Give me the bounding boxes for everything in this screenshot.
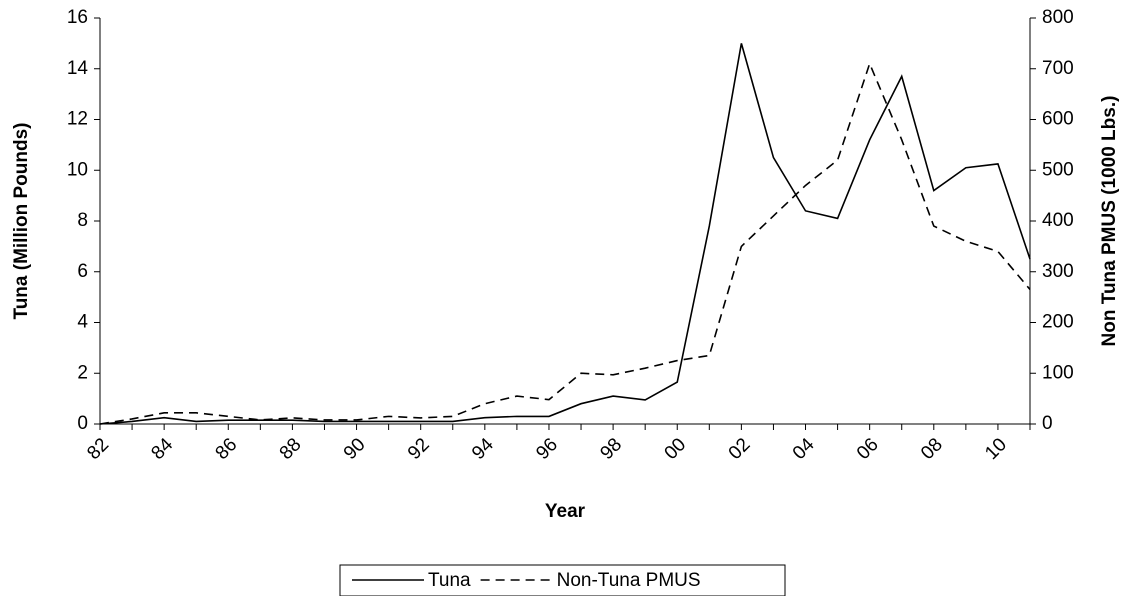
y2-axis-title: Non Tuna PMUS (1000 Lbs.) <box>1099 96 1120 347</box>
x-tick-label: 88 <box>276 434 306 464</box>
x-tick-label: 86 <box>212 434 242 464</box>
y-tick-label: 8 <box>77 210 88 231</box>
x-tick-label: 06 <box>853 434 883 464</box>
x-tick-label: 10 <box>981 434 1011 464</box>
x-tick-label: 00 <box>661 434 691 464</box>
x-tick-label: 82 <box>83 434 113 464</box>
x-tick-label: 84 <box>147 434 177 464</box>
y-tick-label: 2 <box>77 362 88 383</box>
x-tick-label: 92 <box>404 434 434 464</box>
y-tick-label: 16 <box>67 7 88 28</box>
x-tick-label: 98 <box>596 434 626 464</box>
y2-tick-label: 400 <box>1042 210 1074 231</box>
y2-tick-label: 600 <box>1042 109 1074 130</box>
y-tick-label: 0 <box>77 413 88 434</box>
y-axis-title: Tuna (Million Pounds) <box>11 122 32 319</box>
y2-tick-label: 300 <box>1042 261 1074 282</box>
y2-tick-label: 100 <box>1042 362 1074 383</box>
line-series <box>99 43 1031 425</box>
x-axis-title: Year <box>545 501 586 522</box>
y2-tick-label: 700 <box>1042 58 1074 79</box>
y-tick-label: 10 <box>67 159 88 180</box>
line-series <box>99 61 1031 425</box>
x-tick-label: 04 <box>789 434 819 464</box>
y-tick-label: 14 <box>67 58 89 79</box>
y-tick-label: 12 <box>67 109 88 130</box>
y2-tick-label: 800 <box>1042 7 1074 28</box>
y2-tick-label: 0 <box>1042 413 1053 434</box>
y-tick-label: 4 <box>77 312 88 333</box>
y2-tick-label: 500 <box>1042 159 1074 180</box>
x-tick-label: 94 <box>468 434 498 464</box>
y2-tick-label: 200 <box>1042 312 1074 333</box>
x-tick-label: 08 <box>917 434 947 464</box>
x-tick-label: 96 <box>532 434 562 464</box>
x-tick-label: 90 <box>340 434 370 464</box>
legend-label: Tuna <box>428 570 471 591</box>
x-tick-label: 02 <box>725 434 755 464</box>
legend-label: Non-Tuna PMUS <box>557 570 701 591</box>
y-tick-label: 6 <box>77 261 88 282</box>
